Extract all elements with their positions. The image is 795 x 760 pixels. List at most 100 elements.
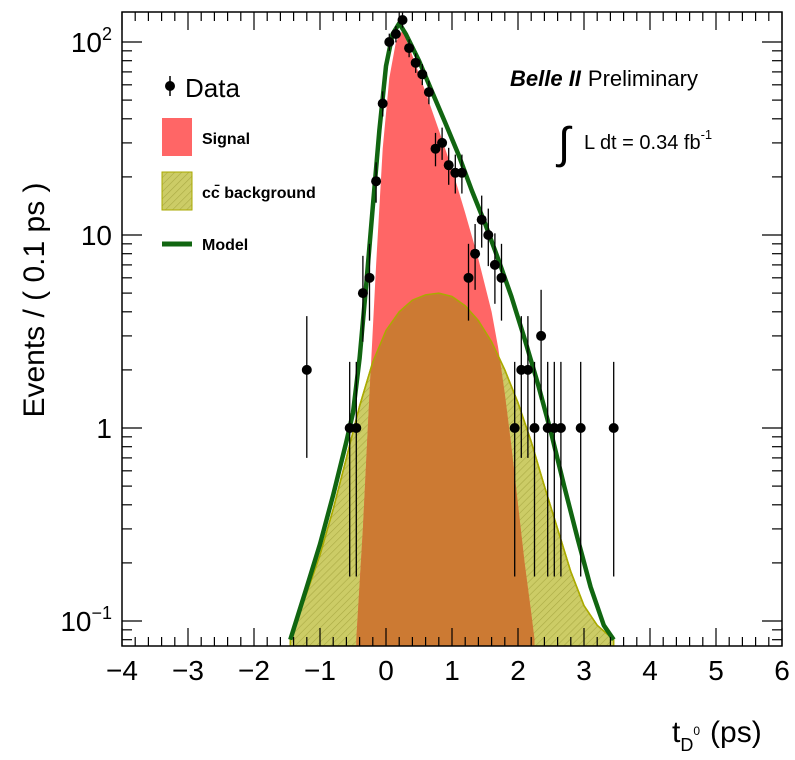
data-marker (410, 57, 421, 68)
svg-text:L dt = 0.34 fb-1: L dt = 0.34 fb-1 (584, 127, 712, 154)
data-point (357, 255, 368, 342)
data-marker (423, 87, 434, 98)
data-marker (555, 423, 566, 433)
data-marker (509, 423, 520, 433)
x-tick-label: −1 (304, 655, 336, 686)
data-marker (377, 98, 388, 109)
y-tick-label: 102 (71, 24, 112, 58)
data-marker (301, 364, 312, 375)
x-axis-title-sup: 0 (693, 724, 700, 738)
data-point (404, 39, 415, 58)
x-tick-label: −4 (106, 655, 138, 686)
data-point (509, 361, 520, 577)
data-marker (489, 259, 500, 270)
data-point (443, 147, 454, 185)
data-marker (437, 137, 448, 148)
x-tick-label: 2 (510, 655, 526, 686)
data-marker (384, 37, 395, 47)
data-point (608, 361, 619, 577)
data-marker (522, 364, 533, 375)
data-marker (575, 423, 586, 433)
data-marker (364, 272, 375, 283)
status-label: Preliminary (588, 66, 698, 91)
data-marker (476, 214, 487, 225)
legend-data-label: Data (185, 73, 240, 103)
data-marker (529, 423, 540, 433)
data-point (522, 316, 533, 458)
lumi-exponent: -1 (701, 127, 713, 142)
data-marker (351, 423, 362, 433)
data-point (496, 243, 507, 321)
data-point (430, 132, 441, 167)
data-marker (404, 43, 415, 54)
data-marker (443, 160, 454, 171)
data-point (470, 224, 481, 290)
legend-signal-swatch (162, 118, 192, 156)
y-axis-title: Events / ( 0.1 ps ) (18, 182, 51, 417)
data-point (437, 127, 448, 160)
svg-text:tD0(ps): tD0 (ps) (672, 716, 762, 755)
legend-data: Data (165, 73, 240, 103)
legend-model-label: Model (202, 237, 248, 254)
data-marker (417, 69, 428, 80)
plot-frame (121, 11, 783, 647)
data-point (489, 233, 500, 304)
legend-signal: Signal (162, 118, 250, 156)
data-point (384, 33, 395, 51)
x-tick-labels: −4 −3 −2 −1 0 1 2 3 4 5 6 (106, 655, 790, 686)
legend: Data Signal cc̄ background Model (161, 73, 316, 254)
data-marker (357, 288, 368, 299)
background-outline (289, 292, 615, 641)
annotation: Belle II Preliminary ∫ L dt = 0.34 fb-1 (510, 66, 712, 168)
x-tick-label: −3 (172, 655, 204, 686)
data-marker (463, 272, 474, 283)
legend-background-swatch (161, 171, 193, 211)
data-point (371, 162, 382, 203)
data-marker (496, 272, 507, 283)
legend-model: Model (162, 237, 248, 254)
data-point (483, 208, 494, 267)
x-tick-label: 3 (576, 655, 592, 686)
x-axis-title-unit: (ps) (710, 716, 762, 749)
legend-background: cc̄ background (161, 171, 316, 211)
data-point (351, 361, 362, 577)
data-point (575, 361, 586, 577)
data-marker (483, 230, 494, 240)
data-point (529, 361, 540, 577)
y-tick-labels: 102 10 1 10−1 (60, 24, 112, 637)
data-marker (536, 330, 547, 341)
x-tick-label: 1 (444, 655, 460, 686)
data-point (463, 243, 474, 321)
x-tick-label: 5 (708, 655, 724, 686)
x-tick-label: 6 (774, 655, 790, 686)
data-point (377, 91, 388, 117)
data-point (536, 289, 547, 400)
data-point (417, 64, 428, 86)
legend-background-label: cc̄ background (202, 183, 316, 202)
data-point (476, 195, 487, 248)
x-axis-title-main: t (672, 716, 681, 749)
x-tick-label: −2 (238, 655, 270, 686)
y-tick-label: 1 (96, 413, 112, 444)
y-tick-label: 10 (81, 220, 112, 251)
y-tick-label: 10−1 (60, 603, 112, 637)
data-point (390, 26, 401, 43)
data-point (456, 154, 467, 194)
data-point (555, 361, 566, 577)
legend-signal-label: Signal (202, 131, 250, 148)
data-marker (390, 29, 401, 40)
x-tick-label: 4 (642, 655, 658, 686)
data-marker (608, 423, 619, 433)
data-marker (470, 248, 481, 259)
data-point (301, 316, 312, 458)
x-axis-title-sub: D (680, 735, 693, 755)
experiment-label: Belle II (510, 66, 582, 91)
lumi-text: L dt = 0.34 fb (584, 132, 701, 154)
data-point (423, 80, 434, 105)
x-tick-label: 0 (378, 655, 394, 686)
plot-area (288, 12, 619, 646)
data-point (397, 12, 408, 28)
data-marker (430, 143, 441, 154)
